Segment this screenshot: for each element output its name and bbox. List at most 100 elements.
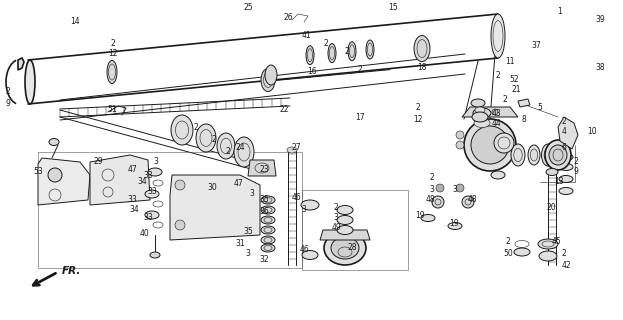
Text: 3: 3 (153, 157, 158, 166)
Text: 47: 47 (233, 179, 243, 188)
Text: 1: 1 (558, 7, 563, 17)
Text: 29: 29 (93, 157, 103, 166)
Text: 2: 2 (416, 103, 421, 113)
Ellipse shape (234, 137, 254, 167)
Ellipse shape (261, 226, 275, 234)
Ellipse shape (464, 119, 516, 171)
Ellipse shape (261, 196, 275, 204)
Polygon shape (462, 107, 518, 117)
Polygon shape (320, 230, 370, 240)
Ellipse shape (49, 139, 59, 146)
Ellipse shape (541, 144, 554, 166)
Text: 26: 26 (283, 13, 293, 22)
Polygon shape (90, 155, 150, 205)
Text: 2: 2 (111, 38, 115, 47)
Ellipse shape (539, 251, 557, 261)
Text: 6: 6 (561, 143, 566, 153)
Text: 3: 3 (430, 186, 434, 195)
Text: 33: 33 (143, 213, 153, 222)
Text: 35: 35 (259, 196, 269, 204)
Text: 50: 50 (503, 250, 513, 259)
Text: 46: 46 (299, 245, 309, 254)
Text: 2: 2 (334, 204, 338, 212)
Text: 9: 9 (574, 167, 578, 177)
Ellipse shape (171, 115, 193, 145)
Ellipse shape (337, 226, 353, 235)
Text: 20: 20 (546, 204, 556, 212)
Text: 3: 3 (245, 250, 250, 259)
Text: 36: 36 (259, 207, 269, 217)
Ellipse shape (261, 206, 275, 214)
Text: 2: 2 (323, 39, 328, 49)
Ellipse shape (511, 144, 525, 166)
Text: 12: 12 (413, 116, 423, 124)
Text: 3: 3 (250, 189, 254, 198)
Ellipse shape (528, 145, 540, 165)
Text: 38: 38 (595, 63, 605, 73)
Ellipse shape (261, 236, 275, 244)
Text: 33: 33 (127, 196, 137, 204)
Text: 2: 2 (226, 148, 231, 156)
Ellipse shape (148, 168, 162, 176)
Ellipse shape (261, 244, 275, 252)
Text: 32: 32 (259, 255, 269, 265)
Text: 46: 46 (291, 194, 301, 203)
Circle shape (456, 184, 464, 192)
Text: 5: 5 (538, 103, 543, 113)
Text: 18: 18 (417, 63, 427, 73)
Circle shape (456, 141, 464, 149)
Ellipse shape (107, 60, 117, 84)
Text: 22: 22 (279, 106, 288, 115)
Ellipse shape (306, 46, 314, 65)
Circle shape (436, 184, 444, 192)
Text: 2: 2 (506, 237, 510, 246)
Text: 8: 8 (521, 116, 526, 124)
Ellipse shape (261, 216, 275, 224)
Circle shape (48, 168, 62, 182)
Polygon shape (170, 175, 260, 240)
Ellipse shape (474, 118, 490, 127)
Text: 14: 14 (70, 18, 80, 27)
Ellipse shape (414, 36, 430, 61)
Text: 11: 11 (505, 58, 515, 67)
Text: 34: 34 (137, 178, 147, 187)
Text: 39: 39 (595, 15, 605, 25)
Text: 16: 16 (307, 68, 317, 76)
Ellipse shape (25, 60, 35, 104)
Text: 53: 53 (33, 167, 43, 177)
Text: 2: 2 (6, 87, 11, 97)
Text: 15: 15 (388, 4, 398, 12)
Ellipse shape (559, 175, 573, 182)
Text: 2: 2 (358, 66, 363, 75)
Ellipse shape (545, 140, 571, 170)
Ellipse shape (491, 171, 505, 179)
Ellipse shape (301, 200, 319, 210)
Ellipse shape (337, 215, 353, 225)
Text: 10: 10 (587, 127, 597, 137)
Ellipse shape (265, 65, 277, 85)
Text: 52: 52 (509, 76, 519, 84)
Text: 4: 4 (561, 127, 566, 137)
Text: 43: 43 (492, 108, 502, 117)
Text: 9: 9 (6, 99, 11, 108)
Text: 48: 48 (425, 196, 435, 204)
Ellipse shape (261, 68, 275, 92)
Text: 13: 13 (554, 178, 564, 187)
Polygon shape (38, 158, 90, 205)
Ellipse shape (491, 14, 505, 58)
Ellipse shape (145, 211, 159, 219)
Text: 2: 2 (430, 173, 434, 182)
Text: 28: 28 (347, 244, 357, 252)
Ellipse shape (217, 133, 235, 159)
Text: FR.: FR. (62, 266, 82, 276)
Ellipse shape (145, 190, 159, 198)
Text: 2: 2 (574, 157, 578, 166)
Text: 19: 19 (449, 220, 459, 228)
Text: 12: 12 (108, 49, 118, 58)
Text: 35: 35 (243, 228, 253, 236)
Circle shape (175, 180, 185, 190)
Text: 44: 44 (492, 119, 502, 129)
Ellipse shape (554, 143, 569, 167)
Polygon shape (248, 160, 276, 176)
Ellipse shape (559, 164, 573, 171)
